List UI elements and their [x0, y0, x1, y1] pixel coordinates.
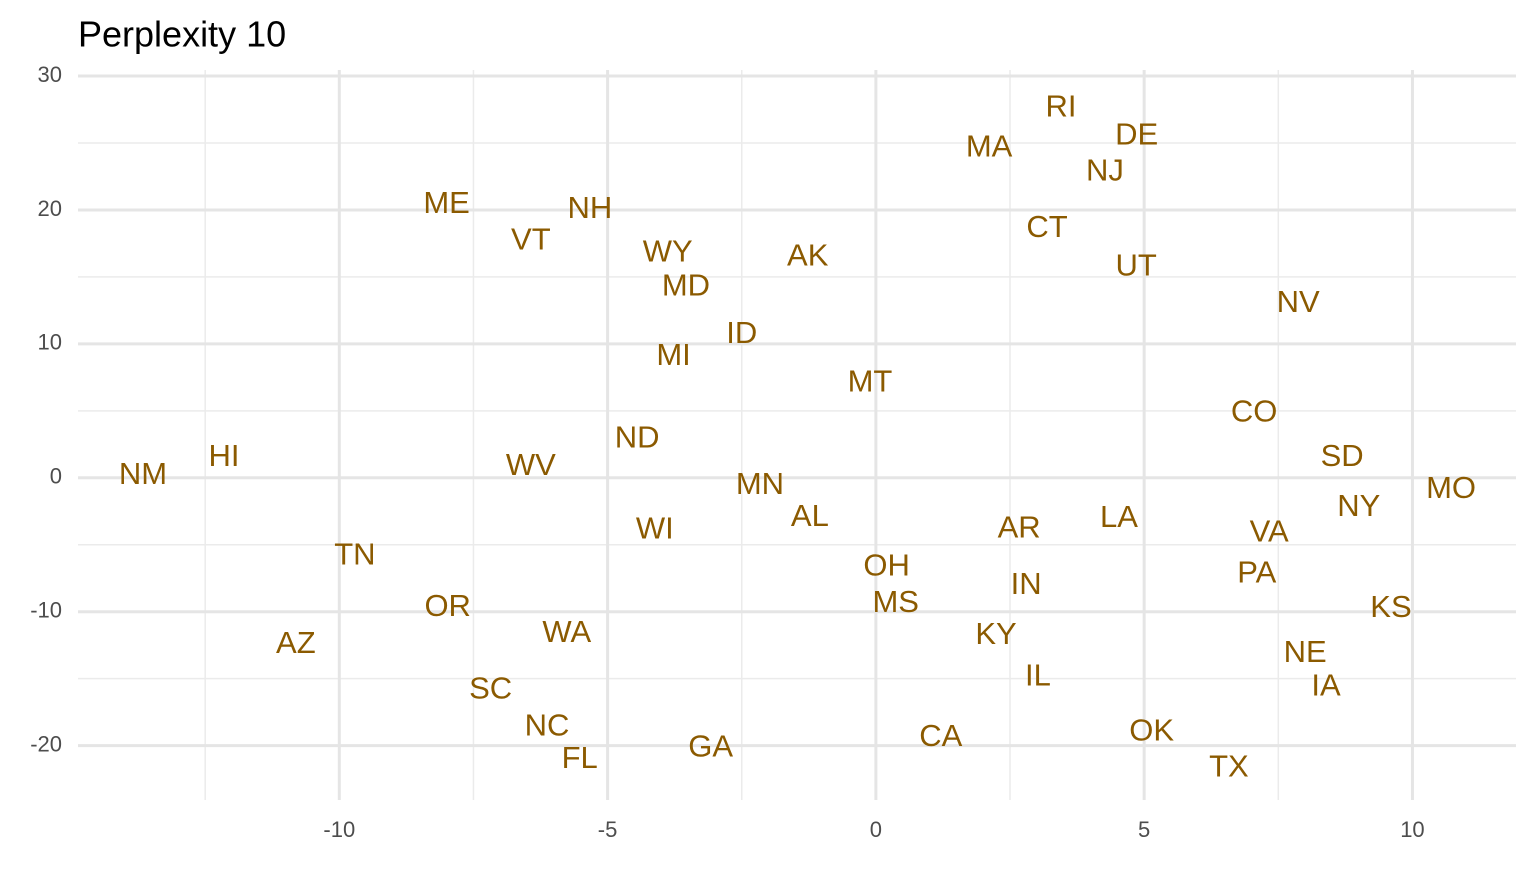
point-label: MS — [872, 584, 919, 619]
point-label: TN — [334, 536, 375, 571]
point-label: IA — [1311, 667, 1341, 702]
point-label: ND — [615, 420, 660, 455]
point-label: CA — [919, 718, 962, 753]
x-tick-label: 5 — [1138, 817, 1150, 842]
point-label: NE — [1284, 634, 1327, 669]
point-label: VT — [511, 221, 551, 256]
x-tick-label: 0 — [870, 817, 882, 842]
point-label: NH — [567, 190, 612, 225]
point-label: WV — [506, 447, 556, 482]
point-label: TX — [1209, 749, 1249, 784]
point-label: AZ — [276, 625, 316, 660]
point-label: MI — [656, 337, 690, 372]
point-label: IN — [1011, 566, 1042, 601]
point-label: LA — [1100, 499, 1138, 534]
point-label: NJ — [1086, 153, 1124, 188]
point-label: AR — [998, 509, 1041, 544]
point-label: MO — [1426, 470, 1476, 505]
point-label: NC — [525, 708, 570, 743]
point-label: PA — [1237, 555, 1276, 590]
y-tick-label: 30 — [38, 62, 62, 87]
point-label: HI — [208, 438, 239, 473]
chart-title: Perplexity 10 — [78, 14, 286, 55]
point-label: WI — [636, 510, 674, 545]
x-tick-label: -5 — [598, 817, 618, 842]
point-label: KS — [1370, 589, 1411, 624]
point-label: VA — [1250, 513, 1289, 548]
point-label: WY — [643, 233, 693, 268]
point-label: OH — [863, 548, 910, 583]
point-label: WA — [542, 614, 591, 649]
point-label: KY — [975, 616, 1016, 651]
point-label: NM — [119, 456, 167, 491]
point-label: RI — [1045, 88, 1076, 123]
point-label: IL — [1025, 658, 1051, 693]
point-label: MT — [848, 363, 893, 398]
point-label: GA — [688, 728, 733, 763]
point-label: SC — [469, 670, 512, 705]
point-label: NV — [1277, 284, 1320, 319]
point-label: ID — [726, 315, 757, 350]
y-tick-label: -10 — [30, 598, 62, 623]
y-tick-label: 20 — [38, 196, 62, 221]
point-label: AK — [787, 237, 829, 272]
point-label: DE — [1115, 116, 1158, 151]
point-label: NY — [1337, 488, 1380, 523]
x-tick-label: 10 — [1400, 817, 1424, 842]
point-label: CT — [1026, 209, 1067, 244]
y-tick-label: 0 — [50, 464, 62, 489]
point-label: ME — [423, 185, 470, 220]
point-label: OK — [1129, 712, 1174, 747]
y-tick-label: -20 — [30, 731, 62, 756]
y-tick-label: 10 — [38, 330, 62, 355]
point-label: UT — [1115, 248, 1156, 283]
point-label: MA — [966, 129, 1013, 164]
point-label: AL — [791, 498, 829, 533]
point-label: SD — [1321, 438, 1364, 473]
x-tick-label: -10 — [323, 817, 355, 842]
point-label: OR — [424, 588, 471, 623]
point-label: CO — [1231, 394, 1278, 429]
point-label: FL — [562, 740, 598, 775]
point-label: MN — [736, 466, 784, 501]
point-label: MD — [662, 268, 710, 303]
